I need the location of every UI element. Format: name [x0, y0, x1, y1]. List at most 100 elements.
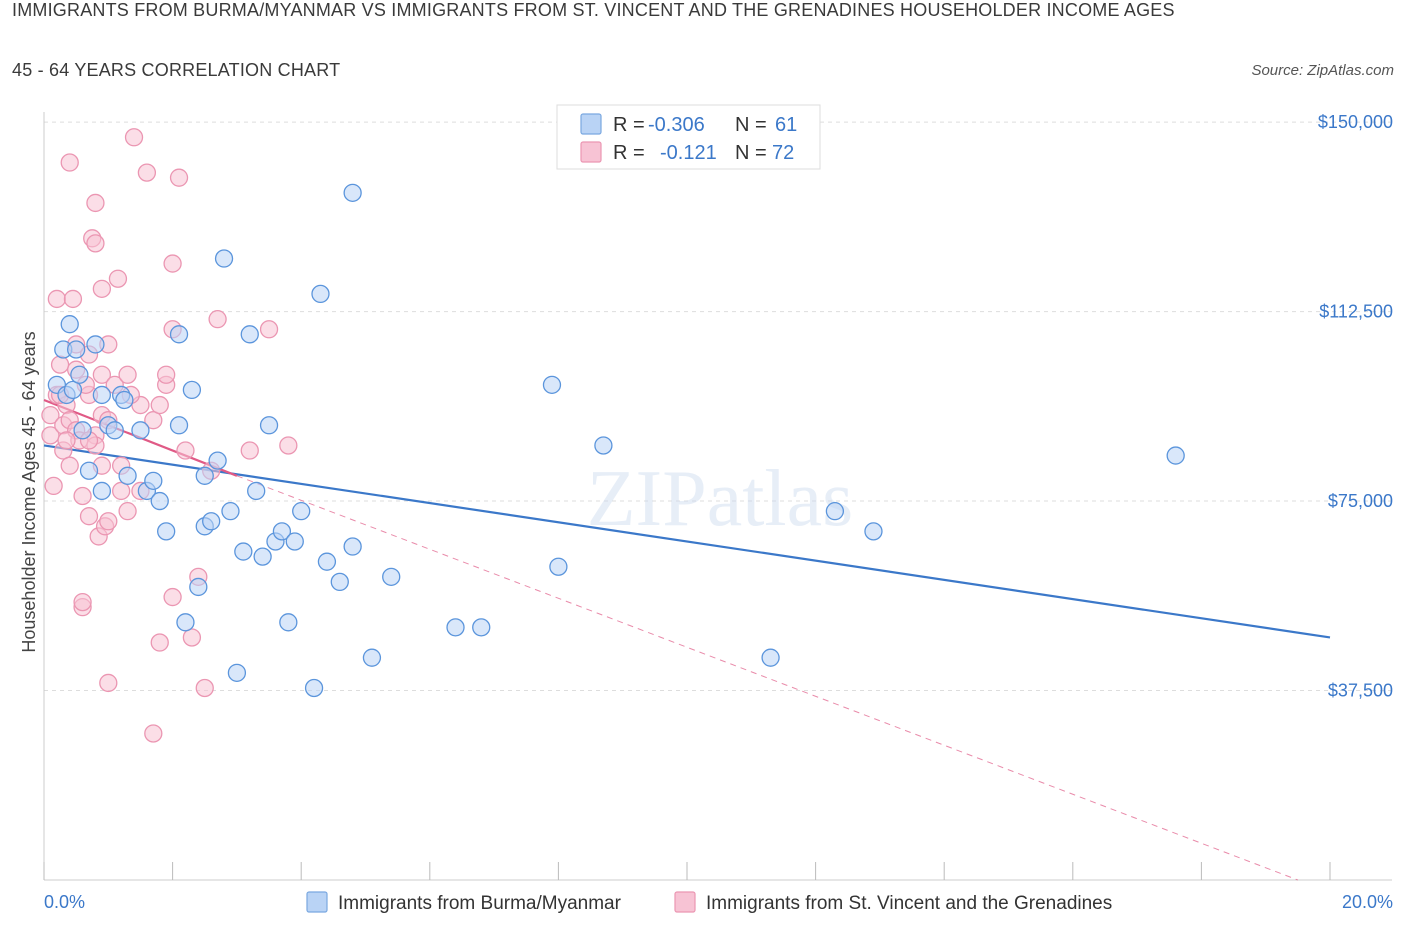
series-blue-points	[47, 183, 1185, 698]
bottom-legend-swatch-pink	[674, 891, 696, 913]
pink-point-41	[118, 365, 137, 384]
blue-point-50	[542, 375, 562, 394]
pink-point-20	[79, 507, 99, 526]
legend-r-label-1: R =	[613, 114, 645, 136]
legend-swatch-blue	[580, 113, 602, 135]
blue-point-5	[73, 421, 92, 440]
blue-point-46	[362, 648, 382, 667]
legend-r-value-1: -0.306	[648, 114, 705, 136]
x-tick-label-left: 0.0%	[44, 892, 85, 912]
pink-point-61	[208, 310, 227, 329]
blue-point-18	[169, 416, 189, 435]
blue-point-55	[864, 522, 883, 541]
y-tick-label-0: $37,500	[1328, 681, 1393, 701]
pink-point-63	[240, 441, 259, 460]
pink-point-55	[163, 587, 182, 607]
blue-point-3	[67, 340, 86, 359]
pink-point-46	[137, 163, 157, 182]
blue-point-7	[92, 481, 112, 501]
legend-swatch-pink	[580, 141, 602, 163]
blue-point-38	[285, 532, 304, 551]
pink-point-50	[150, 395, 169, 415]
blue-point-13	[131, 421, 150, 440]
pink-point-58	[182, 628, 202, 647]
y-tick-label-3: $150,000	[1318, 112, 1393, 132]
chart-title-line-2: 45 - 64 YEARS CORRELATION CHART	[12, 60, 341, 80]
pink-point-26	[92, 279, 112, 298]
y-tick-labels: $37,500 $75,000 $112,500 $150,000	[1318, 112, 1393, 700]
blue-point-36	[272, 522, 292, 541]
pink-point-42	[118, 502, 137, 521]
pink-point-12	[63, 289, 83, 309]
pink-point-60	[195, 678, 214, 698]
blue-point-56	[1166, 446, 1185, 465]
bottom-legend-label-blue: Immigrants from Burma/Myanmar	[338, 893, 622, 914]
blue-point-12	[118, 466, 137, 485]
legend-n-label-2: N =	[735, 142, 767, 164]
blue-point-42	[317, 552, 337, 571]
blue-point-17	[157, 522, 176, 541]
pink-point-56	[169, 168, 189, 187]
pink-point-16	[73, 486, 92, 506]
blue-point-43	[330, 572, 349, 592]
blue-point-47	[382, 567, 401, 586]
blue-point-34	[259, 416, 279, 435]
blue-point-39	[292, 502, 311, 521]
pink-point-52	[157, 365, 176, 384]
blue-point-31	[240, 325, 259, 344]
blue-point-26	[208, 451, 227, 470]
legend-n-value-1: 61	[775, 114, 797, 136]
blue-point-60	[70, 365, 89, 384]
pink-point-10	[60, 456, 79, 475]
pink-point-66	[57, 431, 76, 450]
trend-line-pink-extended	[236, 475, 1299, 881]
blue-point-23	[195, 466, 214, 485]
blue-point-20	[169, 325, 189, 344]
blue-point-27	[214, 249, 234, 268]
blue-point-21	[182, 380, 202, 400]
bottom-legend-label-pink: Immigrants from St. Vincent and the Gren…	[706, 893, 1112, 914]
blue-point-52	[594, 436, 613, 455]
blue-point-30	[234, 542, 253, 561]
blue-point-25	[202, 512, 221, 531]
blue-point-49	[472, 618, 491, 637]
pink-point-32	[99, 512, 118, 531]
x-tick-marks	[43, 862, 1331, 880]
pink-point-65	[279, 436, 298, 455]
blue-point-2	[60, 315, 79, 334]
blue-point-8	[92, 385, 112, 405]
pink-point-5	[50, 355, 70, 374]
pink-point-40	[112, 481, 131, 501]
pink-point-37	[99, 673, 118, 693]
blue-point-32	[247, 481, 266, 501]
source-label: Source: ZipAtlas.com	[1251, 62, 1394, 79]
legend-r-label-2: R =	[613, 142, 645, 164]
legend-n-label-1: N =	[735, 114, 767, 136]
legend-box: R = -0.306 N = 61 R = -0.121 N = 72	[556, 104, 821, 170]
y-axis-label: Householder Income Ages 45 - 64 years	[19, 331, 39, 652]
pink-point-64	[259, 320, 279, 339]
blue-point-41	[311, 284, 330, 304]
watermark: ZIPatlas	[587, 455, 854, 543]
blue-point-37	[279, 613, 298, 632]
blue-point-59	[115, 390, 134, 410]
x-tick-label-right: 20.0%	[1342, 892, 1393, 912]
blue-point-6	[79, 461, 99, 480]
pink-point-57	[176, 441, 195, 460]
pink-point-53	[163, 254, 182, 273]
y-tick-label-1: $75,000	[1328, 491, 1393, 511]
pink-point-3	[47, 289, 67, 309]
pink-point-2	[44, 476, 63, 496]
pink-point-69	[108, 269, 128, 288]
pink-point-23	[86, 234, 105, 253]
blue-point-48	[446, 618, 465, 637]
blue-point-45	[343, 183, 362, 202]
pink-point-48	[144, 411, 163, 430]
y-tick-label-2: $112,500	[1319, 302, 1393, 322]
pink-point-22	[86, 193, 105, 213]
blue-point-28	[221, 502, 240, 521]
blue-point-22	[189, 577, 208, 597]
trend-line-blue	[43, 444, 1331, 639]
grid-layer	[44, 121, 1392, 692]
